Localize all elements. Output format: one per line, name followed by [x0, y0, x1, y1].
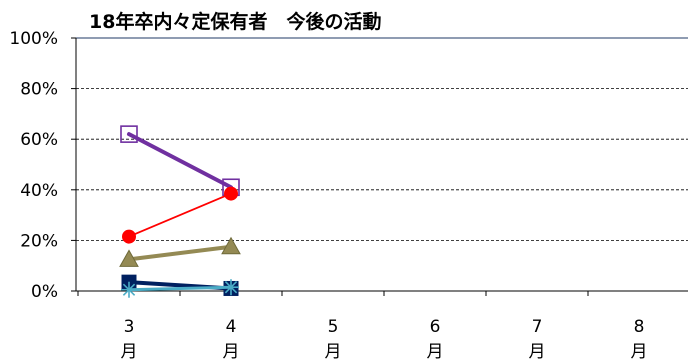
series-line — [127, 285, 233, 292]
data-point-marker — [122, 229, 136, 244]
y-tick-label: 0% — [31, 282, 58, 302]
y-tick-label: 80% — [20, 80, 58, 100]
x-tick-labels: 3 月 4 月 5 月 6 月 7 月 8 月 — [121, 317, 648, 362]
chart-title: 18年卒内々定保有者 今後の活動 — [89, 10, 381, 33]
series-line — [128, 192, 232, 238]
series-5 — [121, 279, 239, 298]
data-point-marker — [119, 249, 139, 267]
data-point-marker — [120, 125, 138, 143]
series-line — [127, 132, 233, 190]
series-line — [127, 244, 233, 262]
axes — [71, 37, 688, 296]
gridlines — [76, 88, 688, 241]
series-1 — [120, 125, 240, 197]
y-tick-labels: 0% 20% 40% 60% 80% 100% — [9, 29, 58, 302]
series-group — [119, 125, 241, 298]
data-point-marker — [224, 186, 238, 201]
y-tick-label: 20% — [20, 231, 58, 251]
y-tick-label: 40% — [20, 181, 58, 201]
series-3 — [119, 236, 241, 267]
data-point-marker — [221, 236, 241, 255]
series-2 — [122, 186, 238, 244]
y-tick-label: 60% — [20, 130, 58, 150]
y-tick-label: 100% — [9, 29, 58, 49]
